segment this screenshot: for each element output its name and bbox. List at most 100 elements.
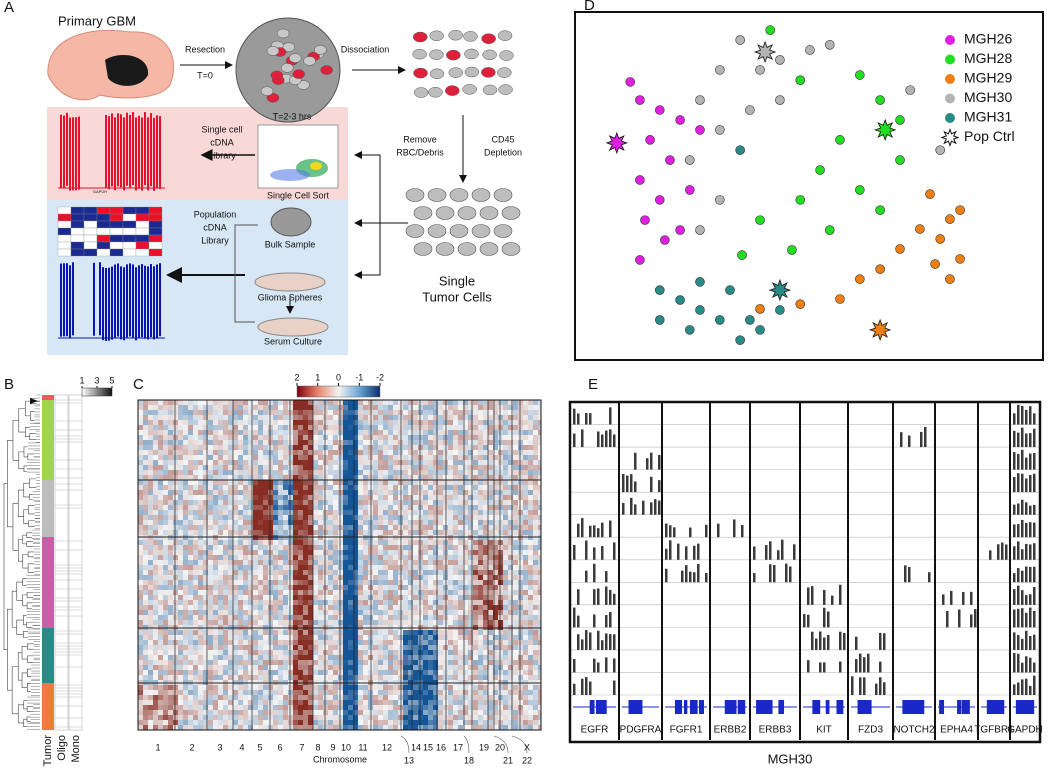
- heatmap-cell: [158, 415, 163, 420]
- heatmap-cell: [263, 410, 268, 415]
- heatmap-cell: [363, 420, 368, 425]
- heatmap-cell: [143, 610, 148, 615]
- heatmap-cell: [323, 520, 328, 525]
- heatmap-cell: [513, 625, 518, 630]
- heatmap-cell: [393, 600, 398, 605]
- heatmap-cell: [498, 580, 503, 585]
- track-bar: [144, 266, 146, 339]
- heatmap-cell: [393, 485, 398, 490]
- scatter-point: [695, 277, 704, 286]
- heatmap-cell: [523, 440, 528, 445]
- heatmap-cell: [458, 410, 463, 415]
- heatmap-cell: [308, 490, 313, 495]
- heatmap-cell: [173, 445, 178, 450]
- heatmap-cell: [228, 575, 233, 580]
- heatmap-cell: [303, 485, 308, 490]
- heatmap-cell: [223, 535, 228, 540]
- heatmap-cell: [278, 555, 283, 560]
- heatmap-cell: [533, 680, 538, 685]
- heatmap-cell: [473, 550, 478, 555]
- heatmap-cell: [233, 440, 238, 445]
- heatmap-cell: [148, 485, 153, 490]
- heatmap-cell: [488, 405, 493, 410]
- heatmap-cell: [233, 675, 238, 680]
- heatmap-cell: [303, 545, 308, 550]
- heatmap-cell: [313, 460, 318, 465]
- heatmap-cell: [268, 570, 273, 575]
- heatmap-cell: [298, 450, 303, 455]
- heatmap-cell: [423, 465, 428, 470]
- heatmap-cell: [458, 655, 463, 660]
- heatmap-cell: [308, 430, 313, 435]
- heatmap-cell: [498, 490, 503, 495]
- heatmap-cell: [448, 415, 453, 420]
- heatmap-cell: [483, 570, 488, 575]
- cell: [428, 87, 442, 97]
- heatmap-cell: [173, 675, 178, 680]
- heatmap-cell: [158, 460, 163, 465]
- heatmap-cell: [228, 460, 233, 465]
- heatmap-cell: [443, 605, 448, 610]
- heatmap-cell: [458, 455, 463, 460]
- heatmap-cell: [378, 570, 383, 575]
- heatmap-cell: [393, 670, 398, 675]
- heatmap-cell: [218, 535, 223, 540]
- heatmap-cell: [378, 505, 383, 510]
- heatmap-cell: [158, 680, 163, 685]
- heatmap-cell: [363, 530, 368, 535]
- heatmap-cell: [293, 465, 298, 470]
- heatmap-cell: [418, 540, 423, 545]
- heatmap-cell: [213, 550, 218, 555]
- heatmap-cell: [443, 445, 448, 450]
- heatmap-cell: [233, 635, 238, 640]
- heatmap-cell: [293, 645, 298, 650]
- heatmap-cell: [318, 670, 323, 675]
- heatmap-cell: [268, 530, 273, 535]
- heatmap-cell: [193, 595, 198, 600]
- heatmap-cell: [288, 660, 293, 665]
- heatmap-cell: [333, 460, 338, 465]
- heatmap-cell: [488, 655, 493, 660]
- heatmap-cell: [178, 535, 183, 540]
- heatmap-cell: [428, 425, 433, 430]
- heatmap-cell: [138, 450, 143, 455]
- heatmap-cell: [423, 470, 428, 475]
- heatmap-cell: [423, 445, 428, 450]
- heatmap-cell: [388, 680, 393, 685]
- heatmap-cell: [443, 535, 448, 540]
- scatter-point: [896, 115, 905, 124]
- heatmap-cell: [418, 525, 423, 530]
- heatmap-cell: [148, 670, 153, 675]
- heatmap-cell: [303, 475, 308, 480]
- heatmap-cell: [273, 440, 278, 445]
- heatmap-cell: [208, 550, 213, 555]
- heatmap-cell: [228, 435, 233, 440]
- heatmap-cell: [358, 480, 363, 485]
- heatmap-cell: [443, 600, 448, 605]
- heatmap-cell: [178, 585, 183, 590]
- expression-cell: [149, 214, 162, 221]
- heatmap-cell: [313, 505, 318, 510]
- heatmap-cell: [513, 500, 518, 505]
- heatmap-cell: [428, 430, 433, 435]
- heatmap-cell: [333, 430, 338, 435]
- heatmap-cell: [368, 510, 373, 515]
- heatmap-cell: [178, 465, 183, 470]
- heatmap-cell: [518, 485, 523, 490]
- heatmap-cell: [483, 550, 488, 555]
- heatmap-cell: [413, 470, 418, 475]
- heatmap-cell: [503, 400, 508, 405]
- heatmap-cell: [233, 615, 238, 620]
- heatmap-cell: [298, 475, 303, 480]
- heatmap-cell: [363, 460, 368, 465]
- heatmap-cell: [178, 495, 183, 500]
- heatmap-cell: [308, 510, 313, 515]
- heatmap-cell: [348, 405, 353, 410]
- label: Single: [439, 273, 475, 288]
- heatmap-cell: [403, 515, 408, 520]
- heatmap-cell: [183, 535, 188, 540]
- heatmap-cell: [268, 420, 273, 425]
- heatmap-cell: [253, 635, 258, 640]
- heatmap-cell: [458, 575, 463, 580]
- heatmap-cell: [243, 615, 248, 620]
